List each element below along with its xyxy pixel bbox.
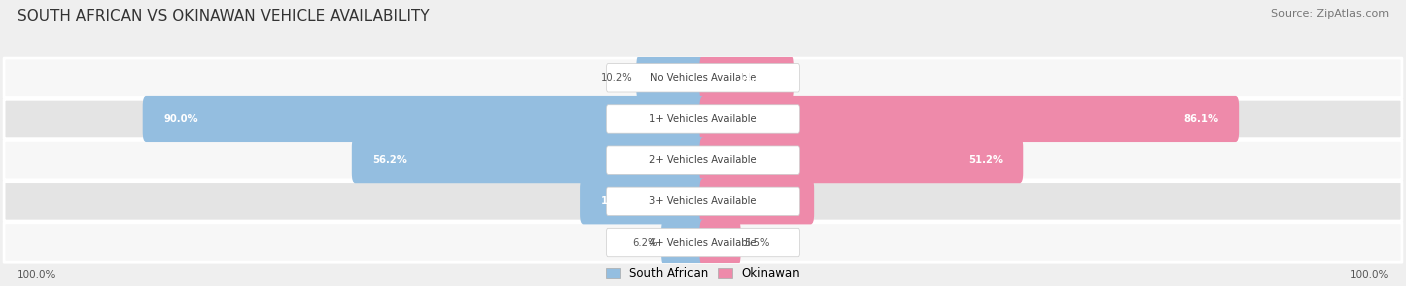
FancyBboxPatch shape bbox=[606, 187, 800, 216]
FancyBboxPatch shape bbox=[4, 140, 1402, 180]
Text: 100.0%: 100.0% bbox=[1350, 270, 1389, 280]
FancyBboxPatch shape bbox=[700, 178, 814, 225]
FancyBboxPatch shape bbox=[143, 96, 707, 142]
Text: SOUTH AFRICAN VS OKINAWAN VEHICLE AVAILABILITY: SOUTH AFRICAN VS OKINAWAN VEHICLE AVAILA… bbox=[17, 9, 429, 23]
FancyBboxPatch shape bbox=[4, 99, 1402, 139]
Text: 19.3%: 19.3% bbox=[600, 196, 636, 206]
Text: 17.4%: 17.4% bbox=[759, 196, 794, 206]
Text: No Vehicles Available: No Vehicles Available bbox=[650, 73, 756, 83]
FancyBboxPatch shape bbox=[700, 137, 1024, 183]
Text: 90.0%: 90.0% bbox=[163, 114, 198, 124]
Text: 3+ Vehicles Available: 3+ Vehicles Available bbox=[650, 196, 756, 206]
FancyBboxPatch shape bbox=[4, 58, 1402, 98]
Text: Source: ZipAtlas.com: Source: ZipAtlas.com bbox=[1271, 9, 1389, 19]
Text: 5.5%: 5.5% bbox=[744, 238, 769, 247]
FancyBboxPatch shape bbox=[581, 178, 707, 225]
FancyBboxPatch shape bbox=[352, 137, 707, 183]
Text: 2+ Vehicles Available: 2+ Vehicles Available bbox=[650, 155, 756, 165]
FancyBboxPatch shape bbox=[606, 228, 800, 257]
Text: 14.1%: 14.1% bbox=[738, 73, 773, 83]
Text: 86.1%: 86.1% bbox=[1184, 114, 1219, 124]
FancyBboxPatch shape bbox=[637, 55, 707, 101]
Text: 1+ Vehicles Available: 1+ Vehicles Available bbox=[650, 114, 756, 124]
FancyBboxPatch shape bbox=[606, 105, 800, 133]
FancyBboxPatch shape bbox=[700, 96, 1239, 142]
FancyBboxPatch shape bbox=[661, 219, 707, 266]
FancyBboxPatch shape bbox=[4, 182, 1402, 221]
Text: 100.0%: 100.0% bbox=[17, 270, 56, 280]
FancyBboxPatch shape bbox=[606, 63, 800, 92]
Text: 10.2%: 10.2% bbox=[602, 73, 633, 83]
Text: 6.2%: 6.2% bbox=[633, 238, 658, 247]
FancyBboxPatch shape bbox=[4, 223, 1402, 262]
Text: 4+ Vehicles Available: 4+ Vehicles Available bbox=[650, 238, 756, 247]
Legend: South African, Okinawan: South African, Okinawan bbox=[606, 267, 800, 280]
Text: 51.2%: 51.2% bbox=[967, 155, 1002, 165]
Text: 56.2%: 56.2% bbox=[373, 155, 408, 165]
FancyBboxPatch shape bbox=[606, 146, 800, 174]
FancyBboxPatch shape bbox=[700, 55, 794, 101]
FancyBboxPatch shape bbox=[700, 219, 741, 266]
